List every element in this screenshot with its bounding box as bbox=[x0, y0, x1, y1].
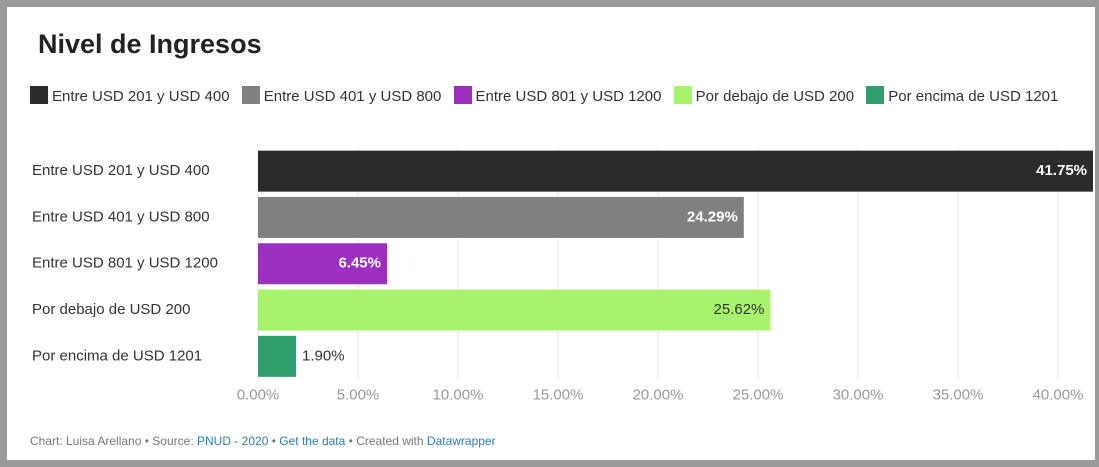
x-tick-label: 35.00% bbox=[933, 386, 984, 403]
legend-label: Por debajo de USD 200 bbox=[695, 88, 855, 105]
x-tick-label: 20.00% bbox=[633, 386, 684, 403]
legend-label: Entre USD 401 y USD 800 bbox=[263, 88, 442, 105]
bar bbox=[258, 150, 1093, 192]
credit: Chart: Luisa Arellano bbox=[30, 434, 142, 448]
legend-swatch bbox=[30, 86, 48, 104]
legend-swatch bbox=[453, 86, 472, 104]
value-label: 24.29% bbox=[687, 208, 738, 225]
bar bbox=[258, 243, 387, 285]
x-tick-label: 25.00% bbox=[733, 386, 784, 403]
separator: • bbox=[144, 434, 149, 448]
legend-item: Entre USD 801 y USD 1200 bbox=[453, 86, 662, 105]
legend-swatch bbox=[866, 86, 885, 104]
separator: • bbox=[271, 434, 276, 448]
x-tick-label: 0.00% bbox=[237, 386, 280, 403]
legend-item: Entre USD 201 y USD 400 bbox=[30, 86, 230, 105]
bar bbox=[258, 289, 771, 331]
source-label: Source: bbox=[152, 434, 194, 448]
created: Created with bbox=[356, 434, 424, 448]
x-tick-label: 5.00% bbox=[337, 386, 380, 403]
legend-label: Por encima de USD 1201 bbox=[888, 88, 1059, 105]
x-tick-label: 10.00% bbox=[433, 386, 484, 403]
y-tick-label: Entre USD 801 y USD 1200 bbox=[32, 255, 218, 272]
value-label: 1.90% bbox=[302, 347, 345, 364]
legend-swatch bbox=[241, 86, 260, 104]
legend-item: Entre USD 401 y USD 800 bbox=[241, 86, 442, 105]
x-tick-label: 15.00% bbox=[533, 386, 584, 403]
bar bbox=[258, 196, 744, 238]
x-tick-label: 30.00% bbox=[833, 386, 884, 403]
y-tick-label: Entre USD 401 y USD 800 bbox=[32, 208, 210, 225]
legend-item: Por debajo de USD 200 bbox=[673, 86, 855, 105]
tool-link[interactable]: Datawrapper bbox=[426, 434, 496, 448]
legend: Entre USD 201 y USD 400 Entre USD 401 y … bbox=[30, 86, 1070, 108]
legend-label: Entre USD 801 y USD 1200 bbox=[475, 88, 662, 105]
legend-item: Por encima de USD 1201 bbox=[866, 86, 1059, 105]
y-tick-label: Entre USD 201 y USD 400 bbox=[32, 162, 210, 179]
source-link[interactable]: PNUD - 2020 bbox=[197, 434, 269, 448]
separator: • bbox=[348, 434, 353, 448]
chart-title: Nivel de Ingresos bbox=[38, 29, 262, 59]
bar bbox=[258, 335, 296, 377]
value-label: 6.45% bbox=[338, 255, 381, 272]
footer: Chart: Luisa Arellano • Source: PNUD - 2… bbox=[30, 434, 496, 448]
x-tick-label: 40.00% bbox=[1033, 386, 1084, 403]
legend-label: Entre USD 201 y USD 400 bbox=[52, 88, 230, 105]
y-tick-label: Por encima de USD 1201 bbox=[32, 347, 202, 364]
legend-swatch bbox=[673, 86, 692, 104]
value-label: 25.62% bbox=[714, 301, 765, 318]
get-data-link[interactable]: Get the data bbox=[279, 434, 346, 448]
value-label: 41.75% bbox=[1036, 162, 1087, 179]
y-tick-label: Por debajo de USD 200 bbox=[32, 301, 190, 318]
